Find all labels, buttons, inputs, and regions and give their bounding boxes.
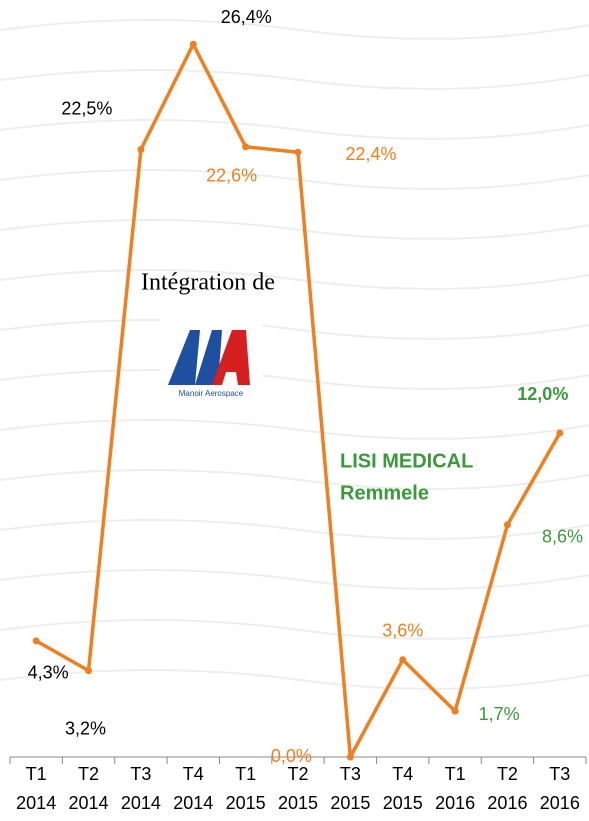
value-label: 3,2% (65, 718, 106, 738)
x-tick-label: 2016 (540, 793, 580, 813)
x-tick-label: 2016 (435, 793, 475, 813)
x-tick-label: T4 (392, 764, 413, 784)
point (294, 148, 302, 156)
point (451, 707, 459, 715)
annotation: Intégration de (141, 270, 275, 296)
background-waves (0, 19, 589, 690)
x-tick-label: 2014 (173, 793, 213, 813)
x-tick-label: T2 (497, 764, 518, 784)
value-label: 22,6% (206, 166, 257, 186)
x-tick-label: 2016 (487, 793, 527, 813)
annotation: Remmele (340, 482, 429, 504)
value-label: 22,5% (61, 98, 112, 118)
x-tick-label: 2015 (383, 793, 423, 813)
point (556, 429, 564, 437)
x-tick-label: 2015 (278, 793, 318, 813)
logo-text: Manoir Aerospace (179, 389, 244, 398)
point (503, 521, 511, 529)
point (32, 637, 40, 645)
value-label: 1,7% (479, 704, 520, 724)
x-tick-label: T1 (445, 764, 466, 784)
value-label: 12,0% (517, 384, 568, 404)
annotation: LISI MEDICAL (340, 450, 473, 472)
value-label: 0,0% (271, 746, 312, 766)
x-tick-label: 2014 (16, 793, 56, 813)
x-tick-label: T3 (130, 764, 151, 784)
x-tick-label: T3 (549, 764, 570, 784)
x-tick-label: T2 (78, 764, 99, 784)
x-tick-label: 2015 (226, 793, 266, 813)
value-label: 22,4% (345, 144, 396, 164)
x-tick-label: 2015 (330, 793, 370, 813)
value-label: 3,6% (382, 621, 423, 641)
x-tick-label: 2014 (69, 793, 109, 813)
x-tick-label: T2 (287, 764, 308, 784)
x-tick-label: T3 (340, 764, 361, 784)
x-tick-label: T4 (183, 764, 204, 784)
value-label: 4,3% (28, 663, 69, 683)
point (137, 146, 145, 153)
x-tick-label: T1 (26, 764, 47, 784)
value-label: 26,4% (221, 7, 272, 27)
point (399, 656, 407, 664)
point (85, 667, 93, 675)
logo: Manoir Aerospace (160, 312, 262, 402)
x-tick-label: 2014 (121, 793, 161, 813)
point (242, 143, 250, 151)
x-tick-label: T1 (235, 764, 256, 784)
point (189, 40, 197, 48)
point (346, 753, 354, 761)
value-label: 8,6% (542, 527, 583, 547)
